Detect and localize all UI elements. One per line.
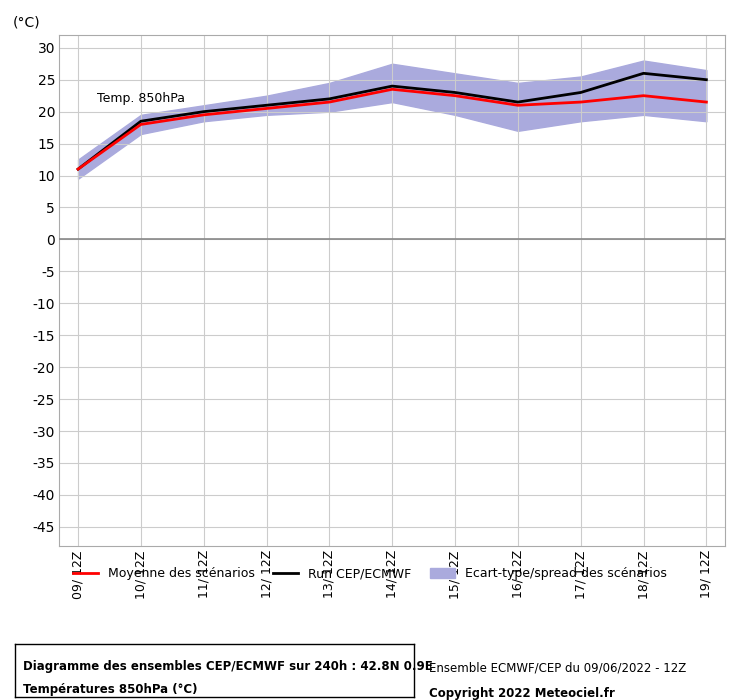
Text: (°C): (°C) bbox=[13, 16, 40, 30]
Text: Températures 850hPa (°C): Températures 850hPa (°C) bbox=[23, 683, 198, 696]
Text: Copyright 2022 Meteociel.fr: Copyright 2022 Meteociel.fr bbox=[429, 687, 615, 700]
Text: Temp. 850hPa: Temp. 850hPa bbox=[97, 92, 185, 105]
Legend: Moyenne des scénarios, Run CEP/ECMWF, Ecart-type/spread des scénarios: Moyenne des scénarios, Run CEP/ECMWF, Ec… bbox=[68, 562, 672, 585]
Text: Diagramme des ensembles CEP/ECMWF sur 240h : 42.8N 0.9E: Diagramme des ensembles CEP/ECMWF sur 24… bbox=[23, 659, 433, 673]
Text: Ensemble ECMWF/CEP du 09/06/2022 - 12Z: Ensemble ECMWF/CEP du 09/06/2022 - 12Z bbox=[429, 662, 687, 675]
